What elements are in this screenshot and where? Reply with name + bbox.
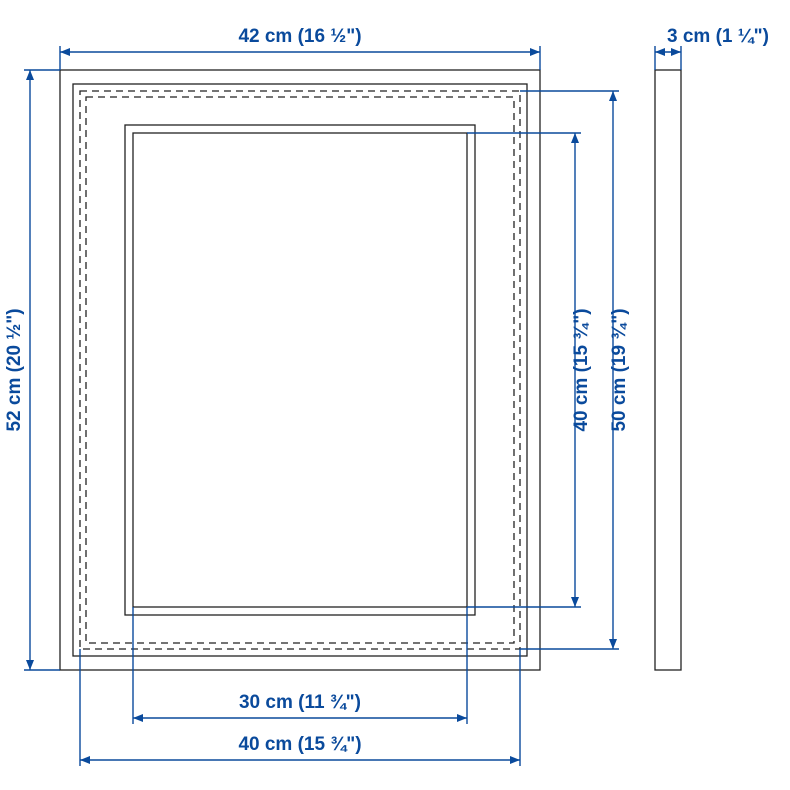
dimension-label: 40 cm (15 ¾") — [238, 734, 361, 755]
dimension-diagram: 42 cm (16 ½") 3 cm (1 ¼") 52 cm (20 ½") 50 … — [0, 0, 790, 790]
dimension-label: 42 cm (16 ½") — [238, 26, 361, 47]
dimension-label: 3 cm (1 ¼") — [667, 26, 769, 47]
dimension-label: 50 cm (19 ¾") — [609, 308, 630, 431]
dimension-label: 52 cm (20 ½") — [4, 308, 25, 431]
dimension-label: 30 cm (11 ¾") — [239, 692, 361, 713]
dimension-label: 40 cm (15 ¾") — [571, 308, 592, 431]
